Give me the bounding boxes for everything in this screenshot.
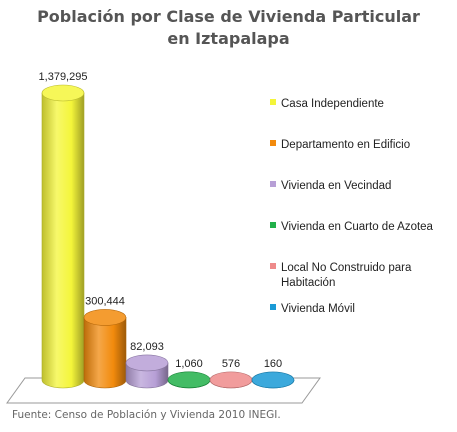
legend-label-casa-independiente: Casa Independiente (281, 98, 384, 110)
chart-title-line-2: en Iztapalapa (167, 29, 290, 48)
bar-vivienda-movil: 160 (251, 358, 295, 389)
bar-casa-independiente: 1,379,295 (39, 71, 88, 389)
bar-local-no-construido-para-habitacion: 576 (209, 358, 253, 389)
chart-title: Población por Clase de Vivienda Particul… (0, 6, 457, 50)
bars-group: 1,379,295 300,444 82,093 1,060 576 160 (39, 71, 295, 389)
legend-item-casa-independiente: Casa Independiente (270, 98, 384, 110)
legend-item-departamento-en-edificio: Departamento en Edificio (270, 139, 410, 151)
bar-vivienda-en-cuarto-de-azotea: 1,060 (167, 358, 211, 389)
data-label-casa-independiente: 1,379,295 (39, 71, 88, 83)
bar-top-departamento-en-edificio (83, 309, 127, 326)
bar-top-local-no-construido-para-habitacion (209, 371, 253, 389)
legend-swatch-casa-independiente (270, 99, 276, 105)
legend-swatch-vivienda-movil (270, 304, 276, 310)
bar-body-departamento-en-edificio (83, 317, 127, 389)
legend-label-vivienda-en-cuarto-de-azotea: Vivienda en Cuarto de Azotea (281, 221, 434, 233)
bar-vivienda-en-vecindad: 82,093 (125, 341, 169, 389)
legend-swatch-vivienda-en-cuarto-de-azotea (270, 222, 276, 228)
legend-item-vivienda-movil: Vivienda Móvil (270, 303, 355, 315)
legend-item-local-no-construido-para-habitacion: Local No Construido para Habitación (270, 262, 412, 289)
legend-label-local-no-construido-para-habitacion-line-1: Local No Construido para (281, 262, 412, 274)
legend-item-vivienda-en-cuarto-de-azotea: Vivienda en Cuarto de Azotea (270, 221, 434, 233)
bar-top-vivienda-en-vecindad (125, 354, 169, 372)
legend: Casa Independiente Departamento en Edific… (270, 98, 434, 315)
legend-label-local-no-construido-para-habitacion-line-2: Habitación (281, 277, 335, 289)
data-label-departamento-en-edificio: 300,444 (85, 295, 125, 307)
legend-item-vivienda-en-vecindad: Vivienda en Vecindad (270, 180, 391, 192)
legend-swatch-vivienda-en-vecindad (270, 181, 276, 187)
bar-top-vivienda-en-cuarto-de-azotea (167, 371, 211, 389)
data-label-vivienda-movil: 160 (264, 358, 282, 370)
legend-label-departamento-en-edificio: Departamento en Edificio (281, 139, 410, 151)
chart-title-line-1: Población por Clase de Vivienda Particul… (37, 7, 420, 26)
source-note: Fuente: Censo de Población y Vivienda 20… (12, 409, 281, 421)
bar-top-vivienda-movil (251, 371, 295, 389)
data-label-vivienda-en-cuarto-de-azotea: 1,060 (175, 358, 203, 370)
legend-swatch-local-no-construido-para-habitacion (270, 263, 276, 269)
data-label-vivienda-en-vecindad: 82,093 (130, 341, 164, 353)
bar-body-casa-independiente (41, 92, 85, 389)
bar-top-casa-independiente (41, 84, 85, 102)
legend-label-vivienda-movil: Vivienda Móvil (281, 303, 355, 315)
legend-swatch-departamento-en-edificio (270, 140, 276, 146)
legend-label-vivienda-en-vecindad: Vivienda en Vecindad (281, 180, 391, 192)
data-label-local-no-construido-para-habitacion: 576 (222, 358, 240, 370)
bar-departamento-en-edificio: 300,444 (83, 295, 127, 389)
